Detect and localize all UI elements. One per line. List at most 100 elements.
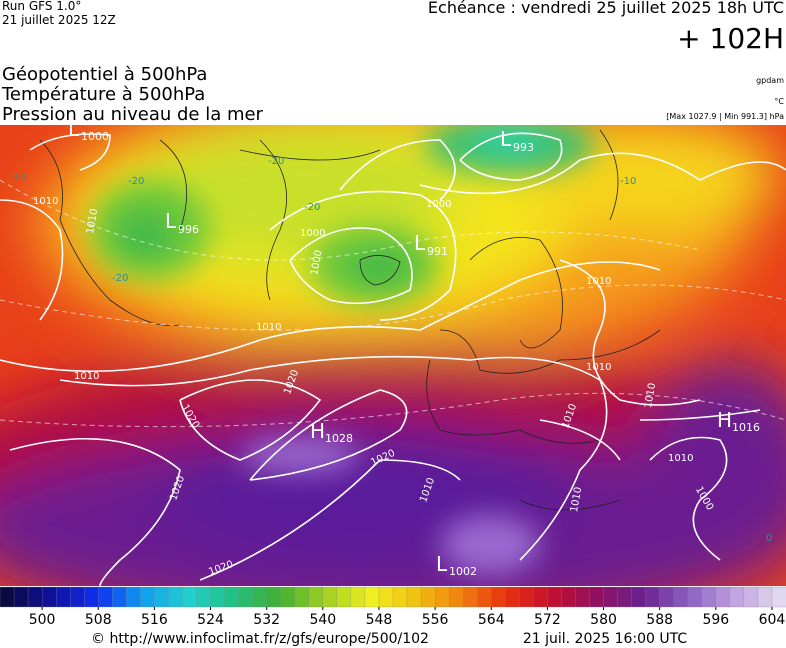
center-letter: L bbox=[68, 117, 80, 141]
isobar-label: 1010 bbox=[33, 196, 58, 207]
colorbar-swatch bbox=[196, 586, 212, 608]
isobar-label: 1010 bbox=[85, 208, 100, 235]
colorbar-swatch bbox=[98, 586, 113, 608]
colorbar-swatch bbox=[168, 586, 184, 608]
colorbar-swatch bbox=[448, 586, 464, 608]
colorbar-swatch bbox=[112, 586, 127, 608]
colorbar-swatch bbox=[0, 586, 15, 608]
center-value: 993 bbox=[513, 141, 534, 154]
isobar-label: 1010 bbox=[74, 371, 99, 382]
isobar-label: 1000 bbox=[426, 199, 451, 210]
colorbar-tick-label: 572 bbox=[534, 612, 561, 628]
colorbar-swatch bbox=[589, 586, 605, 608]
timestamp: 21 juil. 2025 16:00 UTC bbox=[523, 631, 688, 647]
colorbar-swatch bbox=[350, 586, 366, 608]
unit-gpdam: gpdam bbox=[756, 76, 784, 85]
colorbar-tick-label: 548 bbox=[366, 612, 393, 628]
colorbar-tick-label: 604 bbox=[759, 612, 786, 628]
isobar-label: 1000 bbox=[300, 228, 325, 239]
colorbar-swatch bbox=[463, 586, 478, 608]
colorbar-swatch bbox=[701, 586, 717, 608]
colorbar-swatch bbox=[771, 586, 786, 608]
isobar-label: 1010 bbox=[569, 486, 584, 513]
colorbar-swatch bbox=[210, 586, 226, 608]
colorbar-swatch bbox=[715, 586, 731, 608]
isobar-label: 1010 bbox=[643, 382, 658, 409]
center-letter: L bbox=[165, 209, 177, 233]
colorbar-tick-label: 588 bbox=[646, 612, 673, 628]
isobar-label: 1000 bbox=[309, 249, 324, 276]
colorbar-swatch bbox=[505, 586, 520, 608]
colorbar-swatch bbox=[252, 586, 268, 608]
temperature-label: -20 bbox=[112, 273, 128, 284]
colorbar-swatch bbox=[659, 586, 675, 608]
colorbar-swatch bbox=[266, 586, 282, 608]
colorbar-swatch bbox=[84, 586, 99, 608]
colorbar-swatch bbox=[617, 586, 633, 608]
colorbar-tick-label: 596 bbox=[702, 612, 729, 628]
colorbar-swatch bbox=[392, 586, 408, 608]
colorbar-swatch bbox=[477, 586, 492, 608]
colorbar-swatch bbox=[575, 586, 591, 608]
colorbar-swatch bbox=[645, 586, 661, 608]
colorbar-swatch bbox=[140, 586, 156, 608]
center-letter: L bbox=[436, 552, 448, 576]
colorbar-swatch bbox=[757, 586, 773, 608]
map bbox=[0, 125, 786, 586]
colorbar-swatch bbox=[308, 586, 324, 608]
colorbar-swatch bbox=[55, 586, 71, 608]
isobar-label: 1010 bbox=[668, 453, 693, 464]
colorbar-tick-label: 556 bbox=[422, 612, 449, 628]
colorbar-swatch bbox=[27, 586, 43, 608]
title-geopotential: Géopotentiel à 500hPa bbox=[2, 64, 207, 85]
colorbar-swatch bbox=[420, 586, 436, 608]
colorbar-swatch bbox=[322, 586, 338, 608]
colorbar-swatch bbox=[547, 586, 563, 608]
center-letter: H bbox=[310, 419, 325, 443]
unit-celsius: °C bbox=[774, 97, 784, 106]
center-letter: H bbox=[717, 408, 732, 432]
colorbar-swatch bbox=[182, 586, 198, 608]
temperature-label: -20 bbox=[268, 156, 284, 167]
colorbar-swatch bbox=[336, 586, 352, 608]
colorbar-swatch bbox=[154, 586, 170, 608]
colorbar-swatch bbox=[743, 586, 759, 608]
colorbar-swatch bbox=[126, 586, 142, 608]
title-pressure: Pression au niveau de la mer bbox=[2, 104, 264, 125]
source-url: © http://www.infoclimat.fr/z/gfs/europe/… bbox=[91, 631, 429, 647]
colorbar-swatch bbox=[364, 586, 380, 608]
unit-hpa: [Max 1027.9 | Min 991.3] hPa bbox=[666, 112, 784, 121]
isobar-label: 1010 bbox=[586, 276, 611, 287]
pressure-centers: L 1000 L 993 L 996 L 991 H 1028 H 1016 L… bbox=[68, 117, 760, 578]
colorbar-swatch bbox=[238, 586, 254, 608]
colorbar-swatch bbox=[41, 586, 57, 608]
colorbar-swatch bbox=[603, 586, 619, 608]
colorbar-swatch bbox=[224, 586, 240, 608]
colorbar-tick-label: 500 bbox=[29, 612, 56, 628]
colorbar-swatch bbox=[491, 586, 506, 608]
colorbar-swatch bbox=[378, 586, 394, 608]
colorbar-swatch bbox=[533, 586, 549, 608]
isobar-label: 1010 bbox=[586, 362, 611, 373]
title-temperature: Température à 500hPa bbox=[1, 84, 205, 105]
colorbar: 500 508 516 524 532 540 548 556 564 572 580 588 596 6… bbox=[0, 586, 786, 628]
center-value: 996 bbox=[178, 223, 199, 236]
colorbar-tick-label: 516 bbox=[141, 612, 168, 628]
center-letter: L bbox=[500, 127, 512, 151]
colorbar-swatch bbox=[519, 586, 535, 608]
temperature-label: 0 bbox=[766, 533, 772, 544]
colorbar-tick-label: 564 bbox=[478, 612, 505, 628]
temperature-label: -10 bbox=[10, 172, 26, 183]
colorbar-swatch bbox=[13, 586, 29, 608]
temperature-label: -20 bbox=[128, 176, 144, 187]
center-value: 991 bbox=[427, 245, 448, 258]
lead-time: + 102H bbox=[677, 22, 784, 55]
colorbar-tick-label: 508 bbox=[85, 612, 112, 628]
colorbar-swatch bbox=[729, 586, 745, 608]
colorbar-swatch bbox=[561, 586, 577, 608]
colorbar-tick-label: 580 bbox=[590, 612, 617, 628]
colorbar-swatch bbox=[294, 586, 310, 608]
center-value: 1002 bbox=[449, 565, 477, 578]
colorbar-tick-label: 540 bbox=[309, 612, 336, 628]
temperature-label: -20 bbox=[304, 202, 320, 213]
